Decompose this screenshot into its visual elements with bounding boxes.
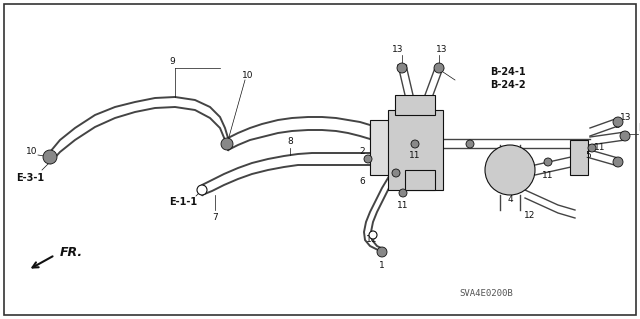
Text: 4: 4 xyxy=(507,196,513,204)
Text: B-4: B-4 xyxy=(638,123,640,133)
Text: 12: 12 xyxy=(524,211,536,219)
Text: SVA4E0200B: SVA4E0200B xyxy=(460,289,513,298)
Text: 11: 11 xyxy=(397,201,409,210)
Text: 10: 10 xyxy=(26,147,38,157)
Text: 5: 5 xyxy=(585,151,591,160)
Bar xyxy=(370,120,392,175)
Circle shape xyxy=(43,150,57,164)
Circle shape xyxy=(377,247,387,257)
Text: 3: 3 xyxy=(614,121,620,130)
Circle shape xyxy=(434,63,444,73)
Text: 8: 8 xyxy=(287,137,293,146)
Circle shape xyxy=(613,117,623,127)
Circle shape xyxy=(411,140,419,148)
Circle shape xyxy=(369,231,377,239)
Text: 13: 13 xyxy=(436,46,448,55)
Circle shape xyxy=(392,169,400,177)
Circle shape xyxy=(544,158,552,166)
Text: 13: 13 xyxy=(620,114,632,122)
Circle shape xyxy=(620,131,630,141)
Bar xyxy=(405,170,435,190)
Text: 9: 9 xyxy=(169,57,175,66)
Text: 11: 11 xyxy=(409,151,420,160)
Circle shape xyxy=(197,185,207,195)
Bar xyxy=(388,110,443,190)
Text: 1: 1 xyxy=(379,261,385,270)
Circle shape xyxy=(397,63,407,73)
Circle shape xyxy=(613,157,623,167)
Bar xyxy=(570,140,588,175)
Text: 11: 11 xyxy=(366,235,378,244)
Text: 11: 11 xyxy=(595,144,605,152)
Bar xyxy=(395,95,435,115)
Text: E-1-1: E-1-1 xyxy=(169,197,197,207)
Circle shape xyxy=(364,155,372,163)
Circle shape xyxy=(588,144,596,152)
Circle shape xyxy=(485,145,535,195)
Text: 2: 2 xyxy=(359,147,365,157)
Circle shape xyxy=(466,140,474,148)
Text: B-24-2: B-24-2 xyxy=(490,80,525,90)
Text: 7: 7 xyxy=(212,213,218,222)
Circle shape xyxy=(221,138,233,150)
Text: 6: 6 xyxy=(359,177,365,187)
Text: 11: 11 xyxy=(542,170,554,180)
Circle shape xyxy=(399,189,407,197)
Text: B-24-1: B-24-1 xyxy=(490,67,525,77)
Text: 13: 13 xyxy=(392,46,404,55)
Text: FR.: FR. xyxy=(60,247,83,259)
Text: E-3-1: E-3-1 xyxy=(16,173,44,183)
Text: 10: 10 xyxy=(243,70,253,79)
